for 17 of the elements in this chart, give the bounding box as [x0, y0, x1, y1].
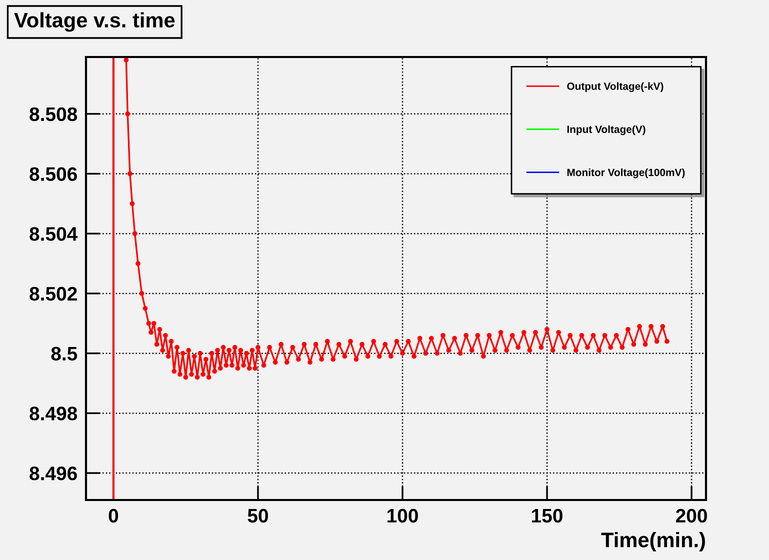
- y-tick-label: 8.502: [30, 286, 77, 301]
- y-tick-label: 8.506: [30, 167, 77, 181]
- y-tick-label: 8.508: [30, 107, 78, 122]
- x-axis-title: Time(min.): [601, 532, 705, 552]
- y-tick-label: 8.504: [30, 227, 78, 241]
- chart-title: Voltage v.s. time: [14, 12, 175, 32]
- y-tick-label: 8.5: [51, 346, 78, 361]
- x-tick-label: 0: [108, 508, 118, 523]
- y-tick-label: 8.498: [30, 406, 78, 420]
- legend-label: Output Voltage(-kV): [567, 82, 664, 92]
- y-tick-label: 8.496: [30, 466, 77, 480]
- legend-label: Monitor Voltage(100mV): [567, 168, 685, 178]
- x-tick-label: 200: [676, 508, 707, 523]
- legend-label: Input Voltage(V): [567, 125, 646, 136]
- x-tick-label: 100: [388, 508, 418, 523]
- x-tick-label: 150: [532, 508, 562, 523]
- x-tick-label: 50: [248, 508, 268, 523]
